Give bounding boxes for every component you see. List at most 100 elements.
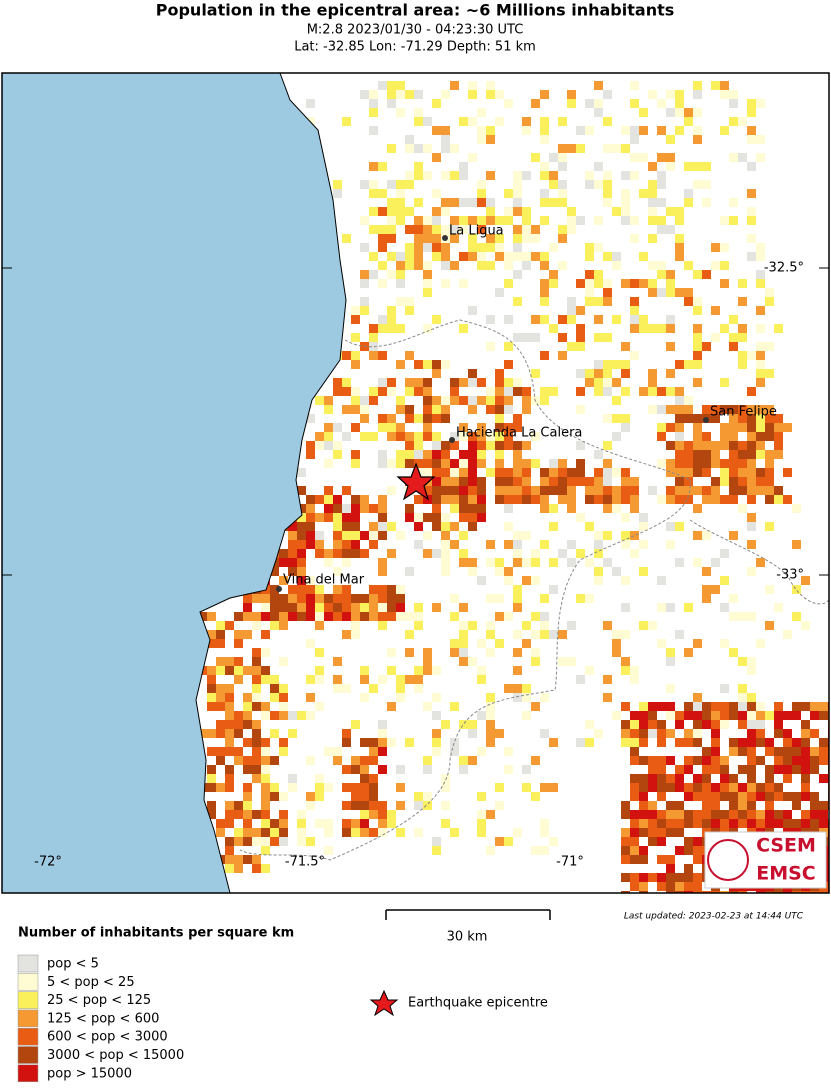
population-cell [585, 738, 594, 747]
population-cell [675, 234, 684, 243]
population-cell [567, 216, 576, 225]
population-cell [702, 531, 711, 540]
population-cell [693, 855, 702, 864]
population-cell [684, 873, 693, 882]
population-cell [486, 396, 495, 405]
population-cell [747, 657, 756, 666]
population-cell [594, 270, 603, 279]
population-cell [495, 594, 504, 603]
population-cell [675, 810, 684, 819]
population-cell [666, 855, 675, 864]
population-cell [594, 81, 603, 90]
population-cell [675, 846, 684, 855]
population-cell [675, 450, 684, 459]
legend-label: 25 < pop < 125 [47, 993, 151, 1008]
population-cell [657, 405, 666, 414]
population-cell [549, 468, 558, 477]
population-cell [351, 801, 360, 810]
population-cell [243, 738, 252, 747]
population-cell [468, 657, 477, 666]
lat-label: -32.5° [764, 261, 804, 276]
population-cell [558, 477, 567, 486]
population-cell [747, 747, 756, 756]
population-cell [522, 126, 531, 135]
population-cell [396, 423, 405, 432]
population-cell [432, 99, 441, 108]
population-cell [387, 216, 396, 225]
population-cell [612, 648, 621, 657]
population-cell [630, 135, 639, 144]
population-cell [261, 819, 270, 828]
population-cell [315, 603, 324, 612]
population-cell [693, 126, 702, 135]
population-cell [279, 603, 288, 612]
population-cell [783, 423, 792, 432]
population-cell [441, 261, 450, 270]
population-cell [414, 513, 423, 522]
population-cell [675, 882, 684, 891]
population-cell [720, 702, 729, 711]
population-cell [657, 153, 666, 162]
population-cell [477, 666, 486, 675]
population-cell [540, 783, 549, 792]
population-cell [522, 576, 531, 585]
population-cell [666, 810, 675, 819]
population-cell [819, 819, 828, 828]
population-cell [387, 270, 396, 279]
population-cell [513, 180, 522, 189]
population-cell [603, 369, 612, 378]
population-cell [522, 216, 531, 225]
population-cell [648, 234, 657, 243]
population-cell [621, 342, 630, 351]
population-cell [234, 612, 243, 621]
population-cell [693, 531, 702, 540]
population-cell [729, 450, 738, 459]
population-cell [747, 450, 756, 459]
population-cell [630, 351, 639, 360]
population-cell [729, 711, 738, 720]
population-cell [351, 594, 360, 603]
population-cell [603, 387, 612, 396]
population-cell [486, 702, 495, 711]
population-cell [657, 225, 666, 234]
population-cell [666, 882, 675, 891]
population-cell [684, 477, 693, 486]
population-cell [261, 747, 270, 756]
population-cell [423, 495, 432, 504]
population-cell [468, 468, 477, 477]
population-cell [216, 657, 225, 666]
population-cell [333, 567, 342, 576]
population-cell [513, 558, 522, 567]
population-cell [720, 711, 729, 720]
population-cell [252, 693, 261, 702]
population-cell [603, 288, 612, 297]
population-cell [666, 756, 675, 765]
population-cell [549, 837, 558, 846]
population-cell [657, 765, 666, 774]
population-cell [414, 522, 423, 531]
population-cell [738, 702, 747, 711]
population-cell [693, 774, 702, 783]
population-cell [495, 729, 504, 738]
population-cell [414, 603, 423, 612]
population-cell [477, 180, 486, 189]
population-cell [495, 423, 504, 432]
population-cell [261, 846, 270, 855]
population-cell [702, 198, 711, 207]
population-cell [477, 792, 486, 801]
population-cell [378, 801, 387, 810]
population-cell [747, 189, 756, 198]
population-cell [423, 324, 432, 333]
population-cell [279, 558, 288, 567]
population-cell [612, 378, 621, 387]
population-cell [594, 576, 603, 585]
population-cell [558, 261, 567, 270]
population-cell [387, 387, 396, 396]
population-cell [486, 810, 495, 819]
population-cell [477, 513, 486, 522]
population-cell [747, 756, 756, 765]
population-cell [684, 486, 693, 495]
population-cell [297, 828, 306, 837]
population-cell [702, 720, 711, 729]
population-cell [774, 765, 783, 774]
